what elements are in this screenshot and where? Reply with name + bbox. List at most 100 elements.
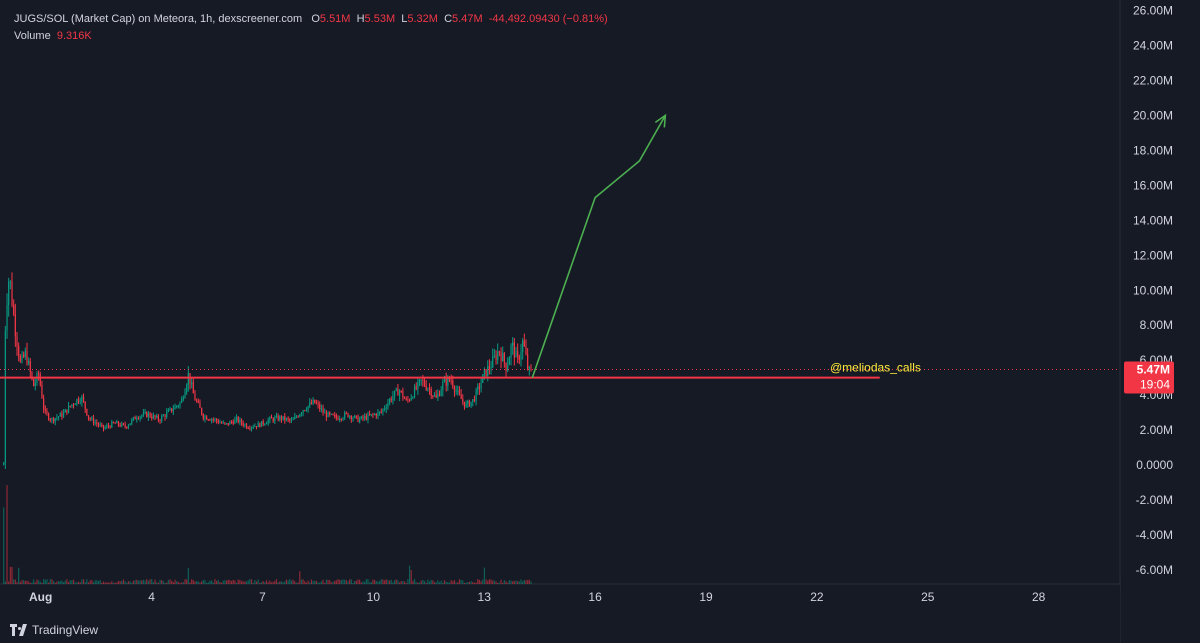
- volume-bar: [320, 581, 322, 584]
- volume-bar: [169, 579, 171, 584]
- volume-bar: [217, 579, 219, 584]
- candle-body: [430, 389, 432, 396]
- candle-body: [142, 412, 145, 416]
- candle-body: [314, 399, 316, 403]
- price-axis-panel[interactable]: [1121, 0, 1200, 643]
- change-value: -44,492.09430 (−0.81%): [488, 13, 608, 25]
- price-tag[interactable]: [1124, 361, 1174, 394]
- candle-body: [428, 388, 431, 390]
- volume-bar: [452, 581, 454, 584]
- candle-body: [124, 424, 126, 427]
- volume-bar: [24, 580, 26, 584]
- volume-bar: [425, 582, 427, 584]
- volume-bar: [485, 579, 487, 584]
- candle-body: [207, 419, 209, 421]
- volume-bar: [28, 581, 30, 584]
- volume-bar: [48, 582, 50, 584]
- candle-body: [372, 414, 374, 416]
- projection-arrow[interactable]: [531, 115, 667, 378]
- candle-body: [410, 397, 412, 401]
- volume-bar: [216, 580, 218, 584]
- candle-body: [121, 423, 123, 427]
- volume-bar: [294, 581, 296, 584]
- volume-bar: [497, 582, 499, 584]
- candle-body: [186, 385, 188, 393]
- volume-bar: [157, 582, 159, 584]
- candle-body: [374, 414, 376, 416]
- candle-body: [334, 415, 336, 417]
- candle-body: [181, 398, 183, 403]
- y-tick-label: 8.00M: [1140, 318, 1173, 332]
- candle-body: [240, 419, 243, 424]
- volume-bar: [77, 581, 80, 584]
- candle-body: [390, 399, 392, 401]
- candle-body: [101, 424, 103, 426]
- volume-legend[interactable]: Volume 9.316K: [14, 30, 92, 42]
- candle-body: [172, 409, 174, 412]
- candle-body: [234, 419, 236, 424]
- volume-bar: [250, 579, 253, 584]
- candle-body: [467, 400, 469, 404]
- symbol-legend[interactable]: JUGS/SOL (Market Cap) on Meteora, 1h, de…: [14, 13, 608, 25]
- candle-body: [345, 412, 347, 414]
- candle-body: [517, 351, 519, 357]
- candle-body: [237, 417, 239, 423]
- candle-body: [393, 390, 396, 397]
- time-axis-panel[interactable]: [0, 585, 1120, 643]
- volume-bar: [199, 582, 201, 584]
- candle-body: [398, 390, 401, 396]
- volume-bar: [365, 579, 367, 584]
- volume-bar: [51, 579, 53, 584]
- volume-bar: [181, 582, 183, 584]
- volume-bar: [428, 581, 431, 584]
- candle-body: [187, 373, 189, 386]
- candle-body: [177, 405, 179, 407]
- candle-body: [179, 402, 181, 406]
- volume-bar: [230, 581, 233, 584]
- candle-body: [415, 386, 417, 389]
- tradingview-brand[interactable]: TradingView: [10, 623, 98, 637]
- candle-body: [116, 421, 118, 424]
- close-label: C: [444, 13, 453, 25]
- annotation-label[interactable]: @meliodas_calls: [830, 361, 921, 375]
- candle-body: [408, 399, 411, 401]
- volume-bar: [322, 579, 324, 584]
- candle-body: [8, 282, 10, 306]
- volume-bar: [137, 580, 140, 584]
- candle-body: [117, 421, 120, 425]
- volume-bar: [455, 582, 457, 584]
- volume-bar: [36, 579, 38, 584]
- volume-bar: [420, 580, 422, 584]
- volume-bar: [49, 579, 51, 584]
- brand-name: TradingView: [32, 623, 99, 637]
- volume-bar: [186, 579, 188, 584]
- volume-bar: [235, 582, 238, 584]
- volume-bar: [124, 581, 126, 584]
- candle-body: [269, 417, 271, 421]
- volume-bar: [360, 582, 362, 584]
- candle-body: [512, 342, 514, 346]
- x-tick-label: 13: [478, 590, 492, 604]
- volume-bar: [219, 582, 221, 584]
- candle-body: [6, 305, 8, 331]
- volume-bar: [192, 579, 194, 584]
- volume-bar: [277, 582, 279, 584]
- candle-body: [54, 418, 56, 422]
- candle-body: [528, 367, 530, 369]
- candle-body: [455, 390, 457, 392]
- candle-body: [442, 382, 444, 391]
- candle-body: [505, 362, 507, 371]
- volume-bar: [357, 579, 359, 584]
- close-value: 5.47M: [452, 13, 483, 25]
- candle-body: [96, 422, 98, 424]
- volume-bar: [395, 579, 397, 584]
- candle-body: [230, 421, 233, 423]
- volume-bar: [324, 582, 326, 584]
- volume-bar: [508, 580, 510, 584]
- volume-bar: [302, 579, 304, 584]
- volume-bar: [525, 580, 527, 584]
- volume-bar: [23, 580, 25, 584]
- candle-body: [495, 355, 497, 360]
- candle-body: [349, 416, 351, 418]
